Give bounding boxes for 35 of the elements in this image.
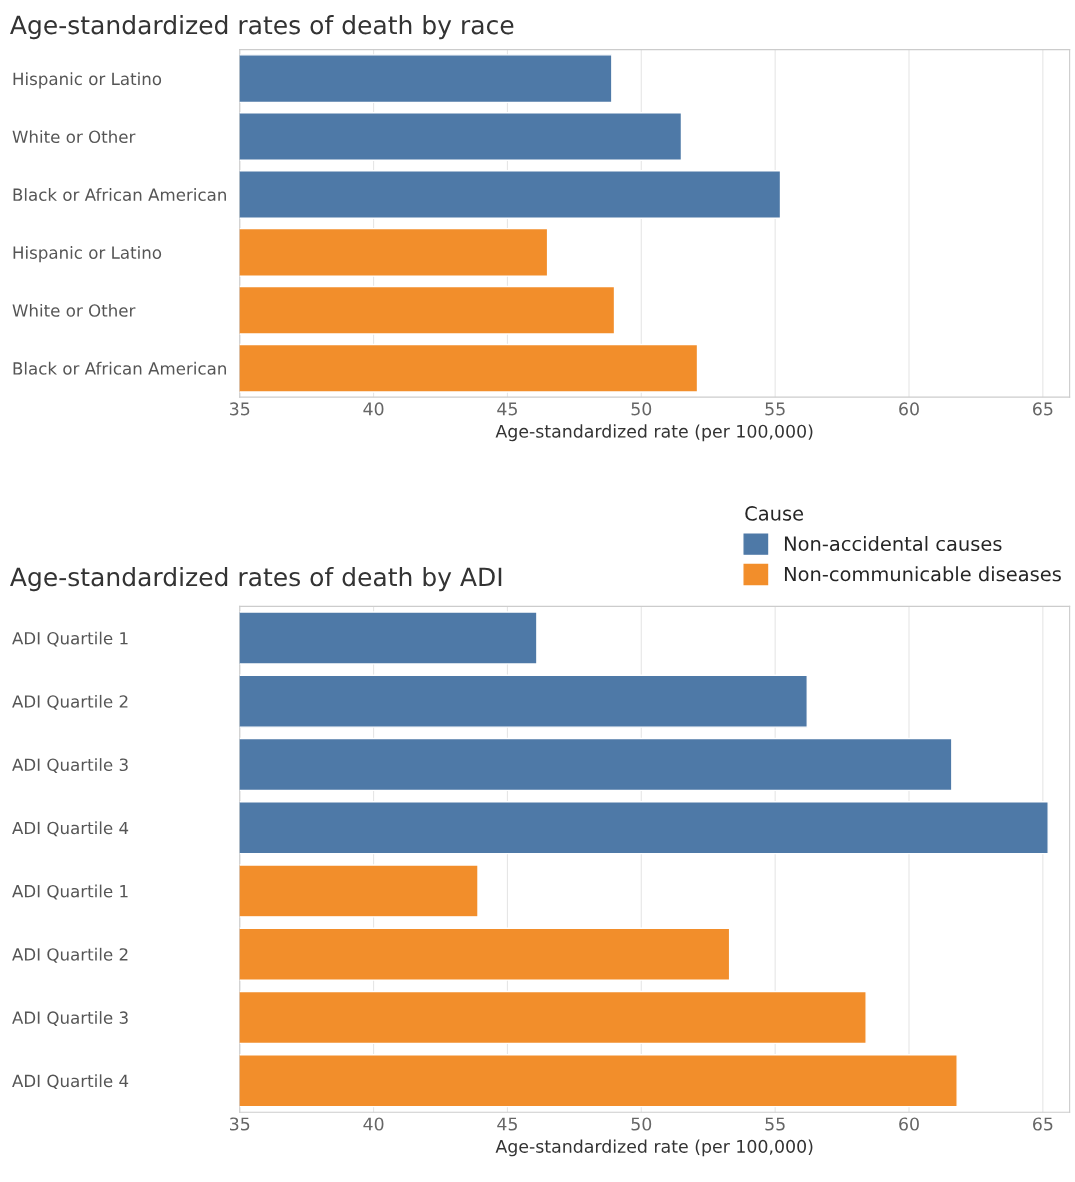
y-tick-label: White or Other <box>12 130 136 144</box>
y-tick-label: ADI Quartile 4 <box>12 1074 129 1090</box>
y-tick-label: ADI Quartile 3 <box>12 1011 128 1026</box>
x-tick-label: 40 <box>363 1117 384 1131</box>
legend-title: Cause <box>745 506 804 521</box>
chart-title: Age-standardized rates of death by ADI <box>10 566 502 592</box>
y-tick-label: Hispanic or Latino <box>13 246 162 263</box>
y-tick-label: ADI Quartile 2 <box>12 947 128 963</box>
y-tick-label: ADI Quartile 4 <box>12 821 129 837</box>
y-tick-label: Hispanic or Latino <box>13 72 162 89</box>
x-tick-label: 50 <box>631 402 652 416</box>
x-axis-title: Age-standardized rate (per 100,000) <box>495 1139 813 1157</box>
y-tick-label: Black or African American <box>13 361 226 375</box>
chart-title: Age-standardized rates of death by race <box>10 15 514 40</box>
x-tick-label: 65 <box>1033 402 1053 416</box>
y-tick-label: ADI Quartile 2 <box>12 694 128 710</box>
x-tick-label: 35 <box>230 1117 250 1131</box>
legend-label: Non-communicable diseases <box>784 566 1061 582</box>
y-tick-label: ADI Quartile 1 <box>12 884 128 900</box>
y-tick-label: ADI Quartile 3 <box>12 758 128 773</box>
x-tick-label: 60 <box>899 1117 919 1131</box>
y-tick-label: White or Other <box>12 303 136 317</box>
y-tick-label: ADI Quartile 1 <box>12 631 128 647</box>
x-tick-label: 55 <box>765 402 785 416</box>
x-tick-label: 60 <box>899 402 919 416</box>
y-tick-label: Black or African American <box>13 188 226 202</box>
x-tick-label: 50 <box>631 1117 652 1131</box>
x-tick-label: 40 <box>363 402 384 416</box>
x-tick-label: 35 <box>230 402 250 416</box>
legend-label: Non-accidental causes <box>784 536 1002 552</box>
x-axis-title: Age-standardized rate (per 100,000) <box>495 424 813 442</box>
x-tick-label: 55 <box>765 1117 785 1131</box>
x-tick-label: 45 <box>497 402 517 416</box>
x-tick-label: 65 <box>1033 1117 1053 1131</box>
x-tick-label: 45 <box>497 1117 517 1131</box>
